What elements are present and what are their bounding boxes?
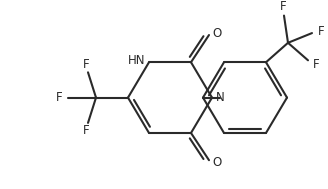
Text: F: F	[280, 0, 286, 13]
Text: N: N	[216, 91, 225, 104]
Text: HN: HN	[128, 54, 145, 67]
Text: O: O	[212, 27, 222, 40]
Text: O: O	[212, 156, 222, 169]
Text: F: F	[83, 58, 89, 71]
Text: F: F	[318, 25, 324, 38]
Text: F: F	[313, 58, 319, 71]
Text: F: F	[83, 124, 89, 137]
Text: F: F	[56, 91, 62, 104]
